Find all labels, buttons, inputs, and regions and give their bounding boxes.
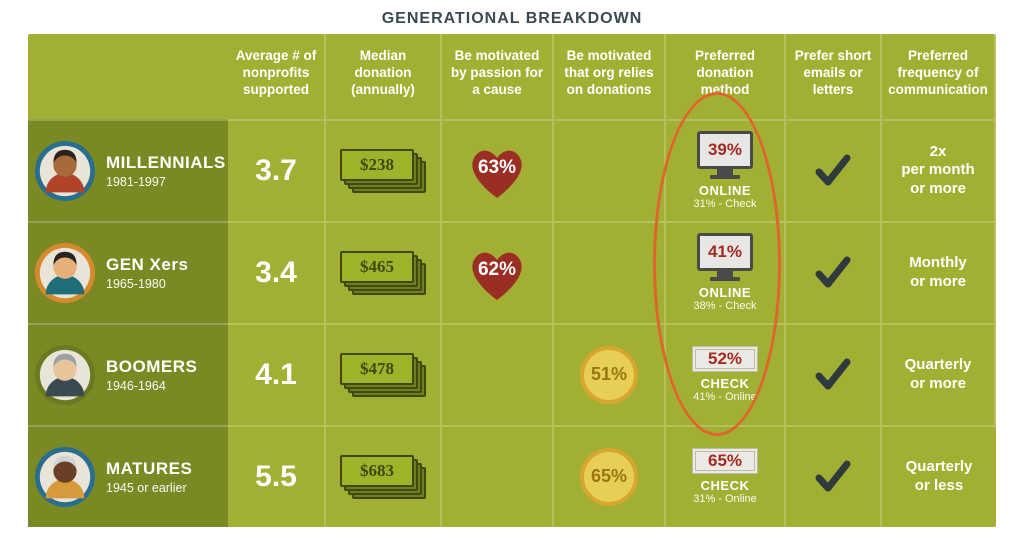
column-header: Preferred frequency of communication xyxy=(882,34,996,119)
median-donation: $465 xyxy=(326,221,442,323)
prefer-short xyxy=(786,425,882,527)
preferred-method: 65%CHECK31% - Online xyxy=(666,425,786,527)
avg-nonprofits: 5.5 xyxy=(228,425,326,527)
generation-years: 1981-1997 xyxy=(106,175,226,189)
heart-icon: 63% xyxy=(465,142,529,200)
generation-years: 1945 or earlier xyxy=(106,481,192,495)
preferred-method: 52%CHECK41% - Online xyxy=(666,323,786,425)
avatar xyxy=(34,344,96,406)
generation-years: 1946-1964 xyxy=(106,379,197,393)
column-header: Preferred donation method xyxy=(666,34,786,119)
passion-motivated xyxy=(442,425,554,527)
table-panel: Average # of nonprofits supportedMedian … xyxy=(28,34,996,527)
prefer-short xyxy=(786,323,882,425)
column-header: Average # of nonprofits supported xyxy=(228,34,326,119)
preferred-method: 41%ONLINE38% - Check xyxy=(666,221,786,323)
comm-frequency: Monthlyor more xyxy=(882,221,996,323)
passion-motivated: 63% xyxy=(442,119,554,221)
median-donation: $478 xyxy=(326,323,442,425)
comm-frequency: Quarterlyor less xyxy=(882,425,996,527)
generation-label: BOOMERS 1946-1964 xyxy=(28,323,228,425)
relies-on-donations: 51% xyxy=(554,323,666,425)
relies-on-donations: 65% xyxy=(554,425,666,527)
passion-motivated xyxy=(442,323,554,425)
check-icon xyxy=(813,355,853,395)
prefer-short xyxy=(786,221,882,323)
avatar xyxy=(34,140,96,202)
generation-name: GEN Xers xyxy=(106,255,188,275)
generation-label: MATURES 1945 or earlier xyxy=(28,425,228,527)
relies-on-donations xyxy=(554,119,666,221)
column-header: Prefer short emails or letters xyxy=(786,34,882,119)
check-rect-icon: 52% xyxy=(692,346,758,372)
monitor-icon: 39% xyxy=(697,131,753,169)
passion-motivated: 62% xyxy=(442,221,554,323)
avg-nonprofits: 3.7 xyxy=(228,119,326,221)
heart-icon: 62% xyxy=(465,244,529,302)
comm-frequency: Quarterlyor more xyxy=(882,323,996,425)
generation-name: MATURES xyxy=(106,459,192,479)
median-donation: $238 xyxy=(326,119,442,221)
preferred-method: 39%ONLINE31% - Check xyxy=(666,119,786,221)
column-header xyxy=(28,34,228,119)
avg-nonprofits: 3.4 xyxy=(228,221,326,323)
generation-label: MILLENNIALS 1981-1997 xyxy=(28,119,228,221)
median-donation: $683 xyxy=(326,425,442,527)
column-header: Be motivated by passion for a cause xyxy=(442,34,554,119)
avatar xyxy=(34,242,96,304)
generation-name: BOOMERS xyxy=(106,357,197,377)
generation-years: 1965-1980 xyxy=(106,277,188,291)
generation-name: MILLENNIALS xyxy=(106,153,226,173)
coin-icon: 65% xyxy=(580,448,638,506)
column-header: Be motivated that org relies on donation… xyxy=(554,34,666,119)
generation-label: GEN Xers 1965-1980 xyxy=(28,221,228,323)
check-icon xyxy=(813,151,853,191)
avg-nonprofits: 4.1 xyxy=(228,323,326,425)
avatar xyxy=(34,446,96,508)
page-title: GENERATIONAL BREAKDOWN xyxy=(0,0,1024,34)
check-rect-icon: 65% xyxy=(692,448,758,474)
prefer-short xyxy=(786,119,882,221)
check-icon xyxy=(813,253,853,293)
comm-frequency: 2xper monthor more xyxy=(882,119,996,221)
column-header: Median donation (annually) xyxy=(326,34,442,119)
coin-icon: 51% xyxy=(580,346,638,404)
monitor-icon: 41% xyxy=(697,233,753,271)
check-icon xyxy=(813,457,853,497)
relies-on-donations xyxy=(554,221,666,323)
